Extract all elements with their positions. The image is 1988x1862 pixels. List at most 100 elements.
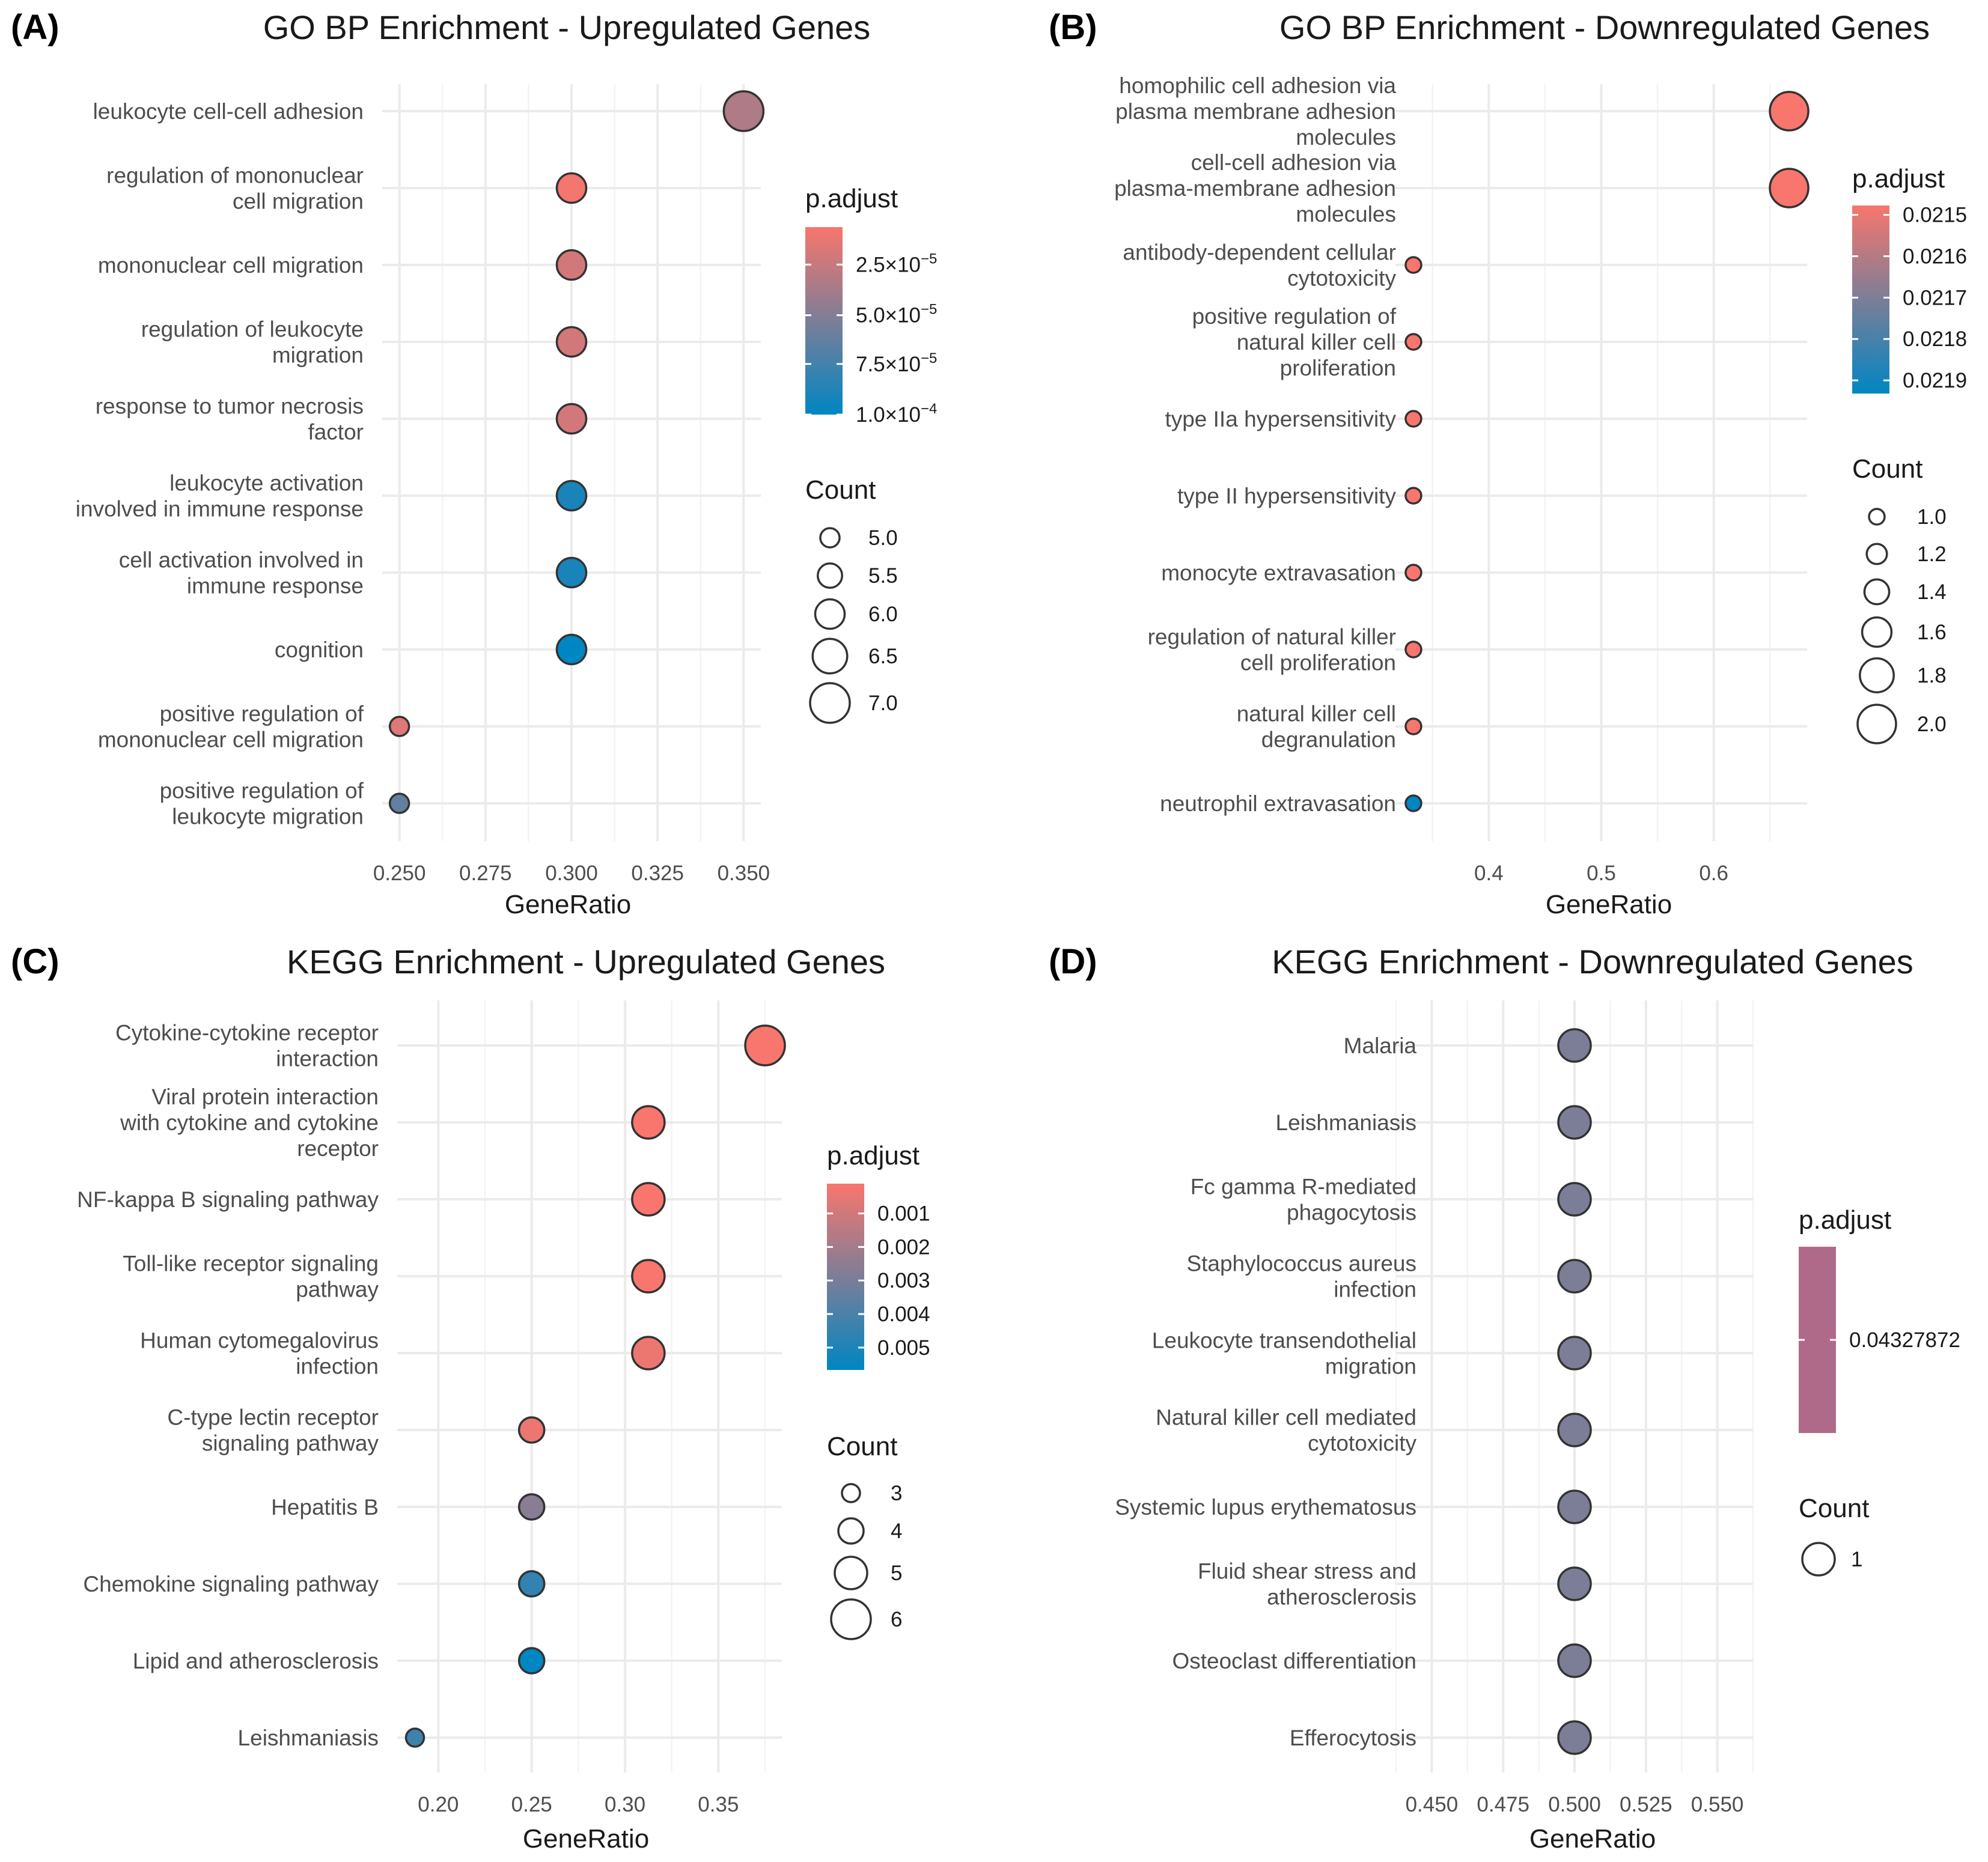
y-tick-label-line: Lipid and atherosclerosis: [133, 1649, 379, 1673]
y-tick-label-line: regulation of mononuclear: [106, 163, 364, 188]
y-tick-label-line: infection: [1334, 1277, 1416, 1302]
legend-size-circle: [811, 637, 849, 675]
y-tick-label: monocyte extravasation: [1161, 561, 1396, 585]
y-tick-label-line: pathway: [296, 1277, 379, 1302]
legend-color-label: 0.0217: [1903, 286, 1967, 309]
y-tick-label-line: Chemokine signaling pathway: [83, 1572, 379, 1596]
y-tick-label-line: Staphylococcus aureus: [1186, 1252, 1416, 1276]
data-point: [1404, 717, 1422, 735]
y-tick-label: Viral protein interaction with cytokine a…: [120, 1085, 379, 1161]
y-tick-label-line: Fluid shear stress and: [1198, 1559, 1416, 1584]
legend-color-label: 0.001: [877, 1202, 930, 1226]
data-point: [388, 793, 410, 814]
y-tick-label-line: cytotoxicity: [1287, 266, 1396, 291]
panel-letter: (C): [11, 942, 59, 981]
legend-size-label: 4: [891, 1520, 902, 1543]
legend-color-label: 0.005: [877, 1336, 930, 1360]
legend-label-exponent: −5: [921, 302, 937, 318]
legend-colorbar: [1852, 205, 1889, 394]
data-point: [1557, 1489, 1592, 1524]
y-tick-label: regulation of leukocyte migration: [141, 317, 364, 368]
legend-size-label: 7.0: [868, 692, 898, 715]
y-tick-label-line: cell-cell adhesion via: [1191, 150, 1397, 175]
y-tick-label-line: cognition: [275, 637, 364, 662]
legend-size-circle: [814, 598, 846, 630]
legend-color-label: 0.04327872: [1849, 1328, 1960, 1352]
legend-label-mantissa: 2.5: [856, 253, 885, 276]
legend-size-label: 5.5: [868, 564, 898, 588]
y-tick-label-line: positive regulation of: [160, 702, 364, 726]
legend-size-label: 1.0: [1917, 505, 1947, 529]
data-point: [555, 479, 588, 512]
legend-size-title: Count: [1799, 1494, 1869, 1523]
data-point: [1557, 1336, 1592, 1371]
data-point: [388, 716, 410, 737]
legend-label-exponent: −5: [921, 350, 937, 367]
legend-size-label: 6.0: [868, 603, 898, 626]
data-point: [631, 1182, 666, 1217]
y-tick-label-line: Malaria: [1344, 1033, 1417, 1058]
data-point: [517, 1647, 546, 1675]
data-point: [1557, 1259, 1592, 1294]
y-tick-label-line: atherosclerosis: [1267, 1585, 1416, 1610]
x-axis-title: GeneRatio: [1546, 890, 1672, 919]
y-tick-label-line: plasma membrane adhesion: [1115, 99, 1396, 124]
data-point: [555, 249, 588, 281]
legend-size-circle: [1856, 704, 1897, 744]
y-tick-label-line: cytotoxicity: [1308, 1431, 1416, 1456]
legend-size-title: Count: [805, 475, 876, 505]
x-tick-label: 0.35: [698, 1793, 739, 1816]
legend-color-label: 0.0219: [1903, 369, 1967, 392]
legend-color-label: 0.003: [877, 1269, 930, 1292]
data-point: [1404, 564, 1422, 582]
legend-size-circle: [1801, 1542, 1836, 1577]
data-point: [1557, 1643, 1592, 1678]
legend-label-times: ×10: [885, 403, 921, 427]
legend-size-circle: [1863, 578, 1891, 606]
legend-size-circle: [1861, 616, 1893, 648]
y-tick-label-line: C-type lectin receptor: [167, 1405, 379, 1430]
y-tick-label-line: antibody-dependent cellular: [1123, 240, 1396, 265]
y-tick-label-line: Systemic lupus erythematosus: [1115, 1495, 1416, 1520]
y-tick-label-line: with cytokine and cytokine: [120, 1110, 379, 1135]
panel-b: (B) GO BP Enrichment - Downregulated Gene…: [1049, 8, 1967, 919]
y-tick-label-line: plasma-membrane adhesion: [1114, 176, 1396, 201]
y-tick-label-line: interaction: [276, 1047, 379, 1071]
legend-size-label: 1.8: [1917, 664, 1947, 687]
y-tick-label: regulation of natural killer cell prolife…: [1148, 625, 1396, 675]
y-tick-label-line: positive regulation of: [160, 779, 364, 803]
y-tick-label: Human cytomegalovirus infection: [140, 1328, 379, 1379]
legend-size-circle: [837, 1517, 865, 1545]
legend-color-label: 0.0216: [1903, 245, 1967, 269]
y-tick-label-line: cell migration: [233, 189, 364, 214]
data-point: [1557, 1182, 1592, 1217]
x-tick-label: 0.300: [545, 862, 598, 885]
panel-letter: (B): [1049, 8, 1097, 47]
legend-colorbar: [805, 227, 843, 415]
y-tick-label-line: cell proliferation: [1240, 651, 1396, 675]
y-tick-label: positive regulation of leukocyte migratio…: [160, 779, 364, 829]
y-tick-label-line: regulation of leukocyte: [141, 317, 364, 342]
y-tick-label-line: proliferation: [1280, 356, 1396, 380]
y-tick-label-line: leukocyte activation: [169, 471, 364, 496]
x-axis-title: GeneRatio: [1529, 1824, 1656, 1854]
y-tick-label: C-type lectin receptor signaling pathway: [167, 1405, 379, 1456]
x-tick-label: 0.20: [418, 1793, 459, 1816]
legend-colorbar: [1799, 1247, 1836, 1433]
x-tick-label: 0.6: [1699, 862, 1728, 885]
legend-size-label: 5: [891, 1562, 902, 1585]
y-tick-label-line: Toll-like receptor signaling: [123, 1252, 379, 1276]
x-tick-label: 0.475: [1477, 1793, 1529, 1816]
legend-color-label: 5.0×10−5: [856, 302, 937, 327]
x-tick-label: 0.275: [459, 862, 512, 885]
y-tick-label-line: involved in immune response: [76, 497, 364, 522]
y-tick-label-line: degranulation: [1261, 728, 1396, 752]
y-tick-label-line: Viral protein interaction: [151, 1085, 379, 1109]
legend-size-label: 6.5: [868, 645, 898, 668]
y-tick-label-line: Natural killer cell mediated: [1156, 1405, 1416, 1430]
y-tick-label: cell-cell adhesion via plasma-membrane ad…: [1114, 150, 1396, 227]
y-tick-label-line: Leishmaniasis: [1276, 1110, 1416, 1135]
legend-color-title: p.adjust: [827, 1141, 919, 1170]
data-point: [517, 1570, 546, 1598]
x-tick-label: 0.25: [511, 1793, 552, 1816]
